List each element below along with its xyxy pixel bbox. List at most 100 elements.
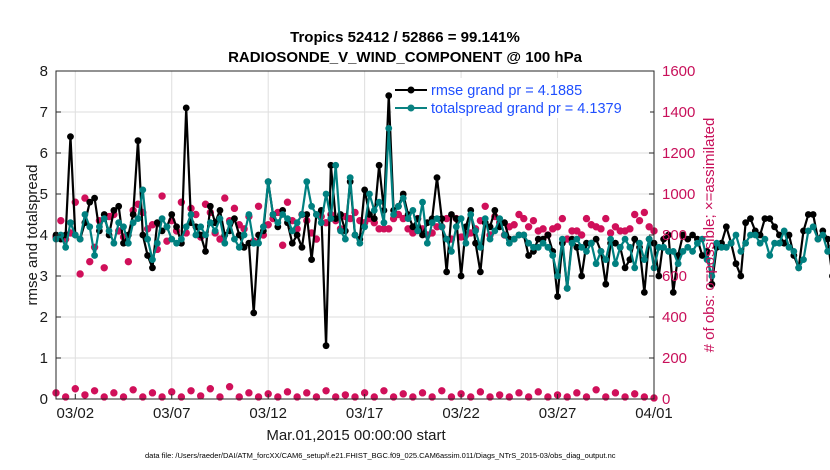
rmse-point xyxy=(472,239,479,247)
rmse-point xyxy=(182,104,190,112)
totalspread-point xyxy=(327,215,335,223)
totalspread-point xyxy=(341,235,349,243)
rmse-point xyxy=(476,268,484,276)
totalspread-point xyxy=(558,235,566,243)
totalspread-point xyxy=(544,243,552,251)
obs-possible-point xyxy=(221,194,229,202)
rmse-point xyxy=(583,239,590,247)
rmse-point xyxy=(809,211,817,218)
totalspread-point xyxy=(351,231,359,239)
legend-box xyxy=(392,78,650,118)
totalspread-point xyxy=(520,231,528,239)
totalspread-point xyxy=(158,215,166,223)
totalspread-point xyxy=(718,243,725,251)
totalspread-point xyxy=(366,190,373,198)
obs-assimilated-point xyxy=(196,392,205,400)
obs-possible-point xyxy=(100,264,108,272)
totalspread-point xyxy=(722,243,730,251)
totalspread-point xyxy=(216,215,224,223)
rmse-point xyxy=(771,223,778,231)
totalspread-point xyxy=(771,239,778,247)
totalspread-point xyxy=(390,211,397,218)
totalspread-point xyxy=(177,235,185,243)
totalspread-point xyxy=(110,239,118,247)
totalspread-point xyxy=(100,215,108,223)
obs-possible-point xyxy=(582,214,591,223)
totalspread-point xyxy=(380,219,388,227)
rmse-point xyxy=(501,219,508,227)
legend: rmse grand pr = 4.1885 totalspread grand… xyxy=(392,78,650,118)
rmse-point xyxy=(804,211,812,218)
rmse-point xyxy=(452,215,460,223)
obs-assimilated-point xyxy=(476,388,485,396)
totalspread-point xyxy=(467,211,475,218)
y-tick-label-left: 6 xyxy=(40,145,48,162)
totalspread-point xyxy=(530,243,537,251)
rmse-point xyxy=(785,231,793,239)
totalspread-point xyxy=(578,243,586,251)
rmse-point xyxy=(370,215,378,223)
rmse-point xyxy=(375,161,383,169)
totalspread-point xyxy=(293,219,301,227)
obs-possible-point xyxy=(158,192,166,200)
totalspread-point xyxy=(409,207,417,214)
legend-rmse-label: rmse grand pr = 4.1885 xyxy=(431,83,582,99)
rmse-point xyxy=(573,243,581,251)
totalspread-point xyxy=(395,202,402,210)
rmse-point xyxy=(698,252,706,259)
rmse-point xyxy=(433,174,441,182)
totalspread-point xyxy=(510,235,518,243)
totalspread-point xyxy=(149,256,156,263)
totalspread-point xyxy=(399,194,407,202)
rmse-point xyxy=(679,231,687,239)
obs-assimilated-point xyxy=(322,387,330,395)
obs-assimilated-point xyxy=(592,386,600,394)
rmse-point xyxy=(689,231,696,239)
rmse-point xyxy=(120,239,127,247)
grid xyxy=(56,71,654,399)
totalspread-point xyxy=(684,243,692,251)
obs-possible-point xyxy=(520,214,528,223)
totalspread-point xyxy=(288,227,296,235)
totalspread-point xyxy=(549,252,557,259)
totalspread-point xyxy=(226,219,234,227)
rmse-point xyxy=(554,293,561,300)
totalspread-point xyxy=(356,239,364,247)
obs-assimilated-point xyxy=(81,391,89,399)
rmse-point xyxy=(129,211,137,218)
obs-assimilated-point xyxy=(611,389,620,397)
totalspread-point xyxy=(780,227,788,235)
y-tick-label-right: 800 xyxy=(662,227,687,244)
obs-assimilated-point xyxy=(187,387,195,395)
totalspread-point xyxy=(71,231,79,239)
totalspread-point xyxy=(534,243,542,251)
totalspread-point xyxy=(573,235,581,243)
totalspread-point xyxy=(332,161,340,169)
x-tick-label: 03/27 xyxy=(539,405,577,422)
totalspread-point xyxy=(814,235,822,243)
totalspread-point xyxy=(317,219,325,227)
rmse-point xyxy=(115,202,123,210)
y-tick-label-right: 0 xyxy=(662,391,670,408)
totalspread-point xyxy=(539,239,547,247)
x-tick-label: 03/22 xyxy=(442,405,480,422)
totalspread-point xyxy=(235,243,243,251)
footer-data-file: data file: /Users/raeder/DAI/ATM_forcXX/… xyxy=(145,451,616,460)
totalspread-point xyxy=(62,243,70,251)
rmse-point xyxy=(409,223,417,231)
totalspread-point xyxy=(751,231,759,239)
totalspread-point xyxy=(583,248,590,255)
totalspread-point xyxy=(105,227,113,235)
totalspread-point xyxy=(587,239,595,247)
rmse-point xyxy=(235,231,243,239)
y-tick-label-left: 7 xyxy=(40,104,48,121)
obs-assimilated-point xyxy=(534,388,542,396)
totalspread-point xyxy=(809,223,817,231)
obs-assimilated-point xyxy=(148,389,157,397)
totalspread-point xyxy=(124,239,132,247)
totalspread-point xyxy=(168,235,176,243)
obs-possible-point xyxy=(524,223,533,231)
totalspread-point xyxy=(134,215,142,223)
rmse-point xyxy=(448,211,455,218)
totalspread-point xyxy=(636,239,643,247)
